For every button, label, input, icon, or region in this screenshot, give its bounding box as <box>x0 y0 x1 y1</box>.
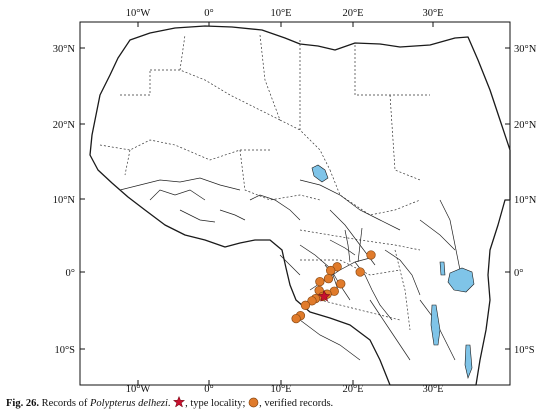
species-name: Polypterus delhezi <box>90 398 168 409</box>
verified-record-point <box>366 250 376 260</box>
top-longitude-labels: 10°W 0° 10°E 20°E 30°E <box>126 8 444 19</box>
type-locality-label: , type locality; <box>185 398 246 409</box>
lon-label-10e: 10°E <box>270 8 291 19</box>
verified-records-label: , verified records. <box>259 398 334 409</box>
lat-label-10s-right: 10°S <box>514 345 535 356</box>
verified-record-point <box>291 313 301 324</box>
lake-albert <box>439 261 446 276</box>
distribution-map: 10°W 0° 10°E 20°E 30°E 10°W 0° 10°E 20°E… <box>53 8 537 395</box>
lake-victoria <box>447 267 475 293</box>
lon-label-30e: 30°E <box>422 8 443 19</box>
caption-text-before: Records of <box>41 398 88 409</box>
lat-label-10n-right: 10°N <box>514 195 537 206</box>
lakes <box>311 164 475 380</box>
figure-number: Fig. 26. <box>6 398 39 409</box>
verified-record-point <box>336 279 346 289</box>
lon-label-30e-bottom: 30°E <box>422 384 443 395</box>
bottom-longitude-labels: 10°W 0° 10°E 20°E 30°E <box>126 384 444 395</box>
lon-label-10w-bottom: 10°W <box>126 384 151 395</box>
verified-record-point <box>355 267 365 277</box>
lon-label-10w: 10°W <box>126 8 151 19</box>
right-latitude-labels: 30°N 20°N 10°N 0° 10°S <box>514 44 537 356</box>
africa-coastline <box>89 25 511 386</box>
lat-label-0-right: 0° <box>514 268 523 279</box>
figure-caption: Fig. 26. Records of Polypterus delhezi. … <box>6 396 334 409</box>
lake-malawi <box>464 344 473 380</box>
lat-label-0: 0° <box>66 268 75 279</box>
lat-label-20n-right: 20°N <box>514 120 537 131</box>
verified-record-point <box>323 274 334 284</box>
verified-record-point <box>300 300 311 310</box>
verified-record-circle-icon <box>248 397 259 408</box>
type-locality-layer <box>317 289 331 302</box>
lat-label-10n: 10°N <box>53 195 76 206</box>
country-borders <box>99 34 430 331</box>
lon-label-20e-bottom: 20°E <box>342 384 363 395</box>
verified-record-point <box>326 265 336 276</box>
lon-label-0-bottom: 0° <box>204 384 213 395</box>
type-locality-star <box>317 289 331 302</box>
left-latitude-labels: 30°N 20°N 10°N 0° 10°S <box>53 44 76 356</box>
lat-label-30n: 30°N <box>53 44 76 55</box>
lake-tanganyika <box>430 304 441 346</box>
lat-label-30n-right: 30°N <box>514 44 537 55</box>
verified-record-point <box>315 276 325 287</box>
lon-label-0: 0° <box>204 8 213 19</box>
lat-label-20n: 20°N <box>53 120 76 131</box>
lat-label-10s: 10°S <box>54 345 75 356</box>
lon-label-10e-bottom: 10°E <box>270 384 291 395</box>
lake-chad <box>311 164 329 183</box>
lon-label-20e: 20°E <box>342 8 363 19</box>
type-locality-star-icon <box>173 396 186 408</box>
verified-record-point <box>307 296 317 306</box>
